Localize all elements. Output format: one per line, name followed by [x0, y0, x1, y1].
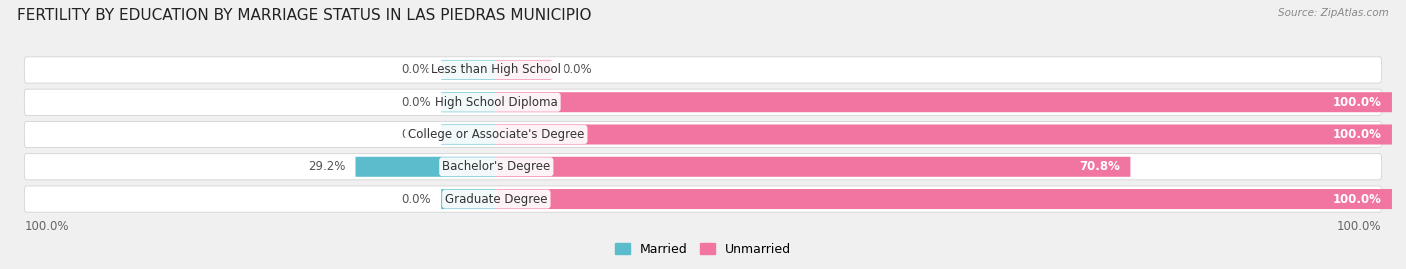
FancyBboxPatch shape: [356, 157, 496, 177]
Text: 29.2%: 29.2%: [308, 160, 344, 173]
Text: Graduate Degree: Graduate Degree: [446, 193, 547, 206]
FancyBboxPatch shape: [496, 189, 1392, 209]
FancyBboxPatch shape: [441, 60, 496, 80]
Text: 100.0%: 100.0%: [1337, 220, 1382, 233]
FancyBboxPatch shape: [441, 125, 496, 144]
FancyBboxPatch shape: [441, 92, 496, 112]
FancyBboxPatch shape: [24, 57, 1382, 83]
FancyBboxPatch shape: [441, 189, 496, 209]
FancyBboxPatch shape: [496, 60, 551, 80]
Text: FERTILITY BY EDUCATION BY MARRIAGE STATUS IN LAS PIEDRAS MUNICIPIO: FERTILITY BY EDUCATION BY MARRIAGE STATU…: [17, 8, 592, 23]
Legend: Married, Unmarried: Married, Unmarried: [610, 238, 796, 261]
Text: Bachelor's Degree: Bachelor's Degree: [443, 160, 550, 173]
FancyBboxPatch shape: [24, 89, 1382, 115]
FancyBboxPatch shape: [24, 186, 1382, 212]
Text: 0.0%: 0.0%: [401, 63, 430, 76]
Text: 0.0%: 0.0%: [401, 193, 430, 206]
FancyBboxPatch shape: [496, 125, 1392, 144]
Text: 100.0%: 100.0%: [1333, 128, 1382, 141]
FancyBboxPatch shape: [24, 154, 1382, 180]
Text: 100.0%: 100.0%: [1333, 193, 1382, 206]
Text: Less than High School: Less than High School: [432, 63, 561, 76]
Text: High School Diploma: High School Diploma: [434, 96, 558, 109]
FancyBboxPatch shape: [496, 157, 1130, 177]
Text: Source: ZipAtlas.com: Source: ZipAtlas.com: [1278, 8, 1389, 18]
Text: 0.0%: 0.0%: [401, 96, 430, 109]
Text: 0.0%: 0.0%: [401, 128, 430, 141]
FancyBboxPatch shape: [496, 92, 1392, 112]
FancyBboxPatch shape: [24, 121, 1382, 148]
Text: 0.0%: 0.0%: [562, 63, 592, 76]
Text: 100.0%: 100.0%: [1333, 96, 1382, 109]
Text: 100.0%: 100.0%: [24, 220, 69, 233]
Text: College or Associate's Degree: College or Associate's Degree: [408, 128, 585, 141]
Text: 70.8%: 70.8%: [1080, 160, 1121, 173]
